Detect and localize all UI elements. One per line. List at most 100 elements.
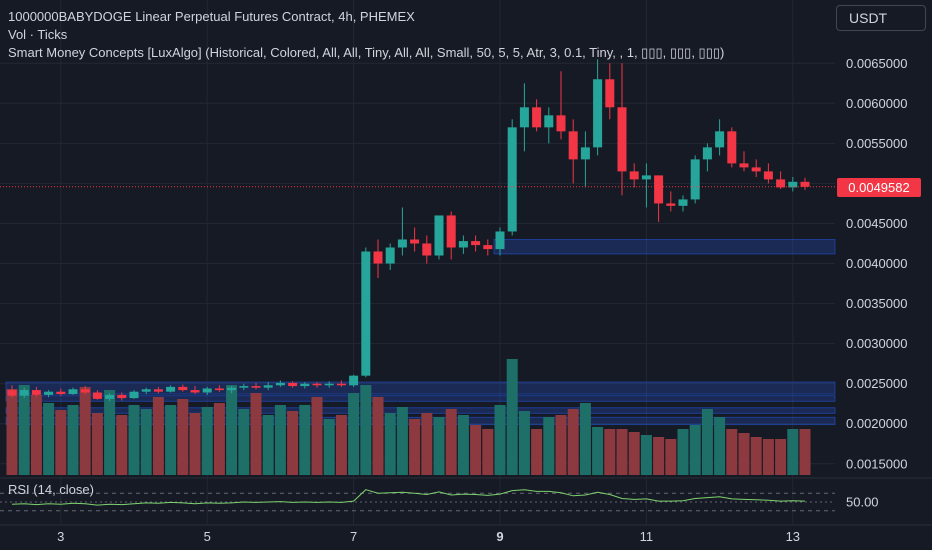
volume-bar xyxy=(274,405,286,475)
volume-bar xyxy=(592,427,604,475)
volume-bar xyxy=(335,415,347,475)
volume-bar xyxy=(787,429,799,475)
candle-body xyxy=(532,107,542,128)
volume-bar xyxy=(738,433,750,475)
volume-bar xyxy=(567,409,579,475)
volume-bar xyxy=(409,419,421,475)
candle-body xyxy=(800,181,810,187)
time-tick-label: 11 xyxy=(640,529,654,544)
volume-bar xyxy=(104,390,116,475)
volume-bar xyxy=(250,393,262,475)
volume-bar xyxy=(799,429,811,475)
candle-body xyxy=(361,251,371,376)
volume-legend: Vol · Ticks xyxy=(8,27,68,42)
candle-body xyxy=(141,389,151,392)
volume-bar xyxy=(189,413,201,475)
candle-body xyxy=(117,394,127,399)
volume-bar xyxy=(457,415,469,475)
volume-bar xyxy=(165,405,177,475)
price-tick-label: 0.0060000 xyxy=(846,96,907,111)
candle-body xyxy=(593,79,603,148)
candle-body xyxy=(312,383,322,386)
candle-body xyxy=(44,391,54,395)
volume-bar xyxy=(299,405,311,475)
time-tick-label: 3 xyxy=(57,529,64,544)
volume-bar xyxy=(482,429,494,475)
candle-body xyxy=(422,243,432,256)
candle-body xyxy=(178,386,188,391)
volume-bar xyxy=(604,429,616,475)
candle-body xyxy=(507,127,517,232)
volume-bar xyxy=(238,409,250,475)
candle-body xyxy=(580,147,590,160)
price-axis[interactable]: 0.00650000.00600000.00550000.00500000.00… xyxy=(846,56,907,510)
time-tick-label: 7 xyxy=(350,529,357,544)
volume-bar xyxy=(311,397,323,475)
candle-body xyxy=(556,115,566,132)
volume-bar xyxy=(628,432,640,475)
candle-body xyxy=(7,390,17,396)
candle-body xyxy=(544,115,554,128)
volume-bar xyxy=(55,410,67,475)
candle-body xyxy=(251,386,261,388)
price-tick-label: 0.0040000 xyxy=(846,256,907,271)
chart-title: 1000000BABYDOGE Linear Perpetual Futures… xyxy=(8,9,415,24)
volume-bar xyxy=(750,437,762,475)
volume-bar xyxy=(494,405,506,475)
volume-bar xyxy=(18,385,30,475)
candle-body xyxy=(666,203,676,206)
volume-bar xyxy=(421,413,433,475)
candle-body xyxy=(605,79,615,108)
candle-body xyxy=(763,171,773,180)
candle-body xyxy=(788,181,798,188)
price-tick-label: 0.0020000 xyxy=(846,416,907,431)
rsi-level-label: 50.00 xyxy=(846,495,879,510)
volume-bar xyxy=(531,429,543,475)
candle-body xyxy=(105,394,115,399)
volume-bar xyxy=(384,413,396,475)
volume-bar xyxy=(30,395,42,475)
candle-body xyxy=(568,131,578,160)
volume-bar xyxy=(433,417,445,475)
candle-body xyxy=(373,251,383,264)
volume-bar xyxy=(653,437,665,475)
time-tick-label: 9 xyxy=(496,529,503,544)
volume-bar xyxy=(640,435,652,475)
volume-bar xyxy=(140,409,152,475)
time-tick-label: 5 xyxy=(204,529,211,544)
candle-body xyxy=(300,383,310,387)
volume-bar xyxy=(762,439,774,475)
candle-body xyxy=(288,382,298,387)
volume-bar xyxy=(677,429,689,475)
volume-bar xyxy=(287,411,299,475)
volume-bar xyxy=(360,385,372,475)
volume-bar xyxy=(348,393,360,475)
candle-body xyxy=(153,389,163,392)
volume-bar xyxy=(152,397,164,475)
order-block-zone xyxy=(493,238,836,255)
volume-bar xyxy=(116,415,128,475)
rsi-legend: RSI (14, close) xyxy=(8,482,94,497)
volume-bar xyxy=(226,385,238,475)
candle-body xyxy=(751,167,761,172)
volume-bar xyxy=(543,417,555,475)
candle-body xyxy=(385,247,395,264)
currency-selector[interactable]: USDT xyxy=(836,5,926,31)
volume-bar xyxy=(79,387,91,475)
volume-bar xyxy=(518,411,530,475)
candle-body xyxy=(239,386,249,388)
volume-bar xyxy=(67,405,79,475)
order-block-zones xyxy=(5,238,836,426)
time-axis[interactable]: 3 5 7 9 11 13 xyxy=(0,524,932,544)
candle-body xyxy=(702,147,712,160)
candle-body xyxy=(263,385,273,388)
candle-body xyxy=(410,239,420,244)
candle-body xyxy=(31,390,41,395)
candle-body xyxy=(690,159,700,200)
volume-bar xyxy=(555,415,567,475)
indicator-legend: Smart Money Concepts [LuxAlgo] (Historic… xyxy=(8,45,725,60)
candle-body xyxy=(434,215,444,256)
candle-body xyxy=(190,390,200,393)
candle-body xyxy=(629,171,639,180)
